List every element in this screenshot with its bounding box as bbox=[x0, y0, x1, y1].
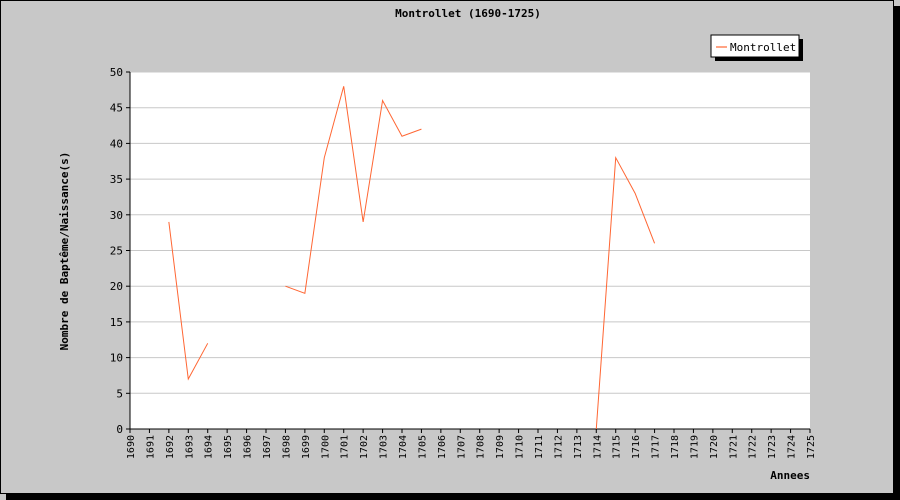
x-tick-label: 1714 bbox=[592, 435, 603, 459]
frame-shadow-bottom bbox=[6, 494, 900, 500]
x-tick-label: 1718 bbox=[670, 435, 681, 459]
y-tick-label: 40 bbox=[110, 137, 123, 150]
x-tick-label: 1708 bbox=[476, 435, 487, 459]
y-tick-label: 15 bbox=[110, 316, 123, 329]
x-tick-label: 1705 bbox=[417, 435, 428, 459]
legend-box bbox=[710, 34, 800, 58]
x-tick-label: 1720 bbox=[709, 435, 720, 459]
x-tick-label: 1696 bbox=[243, 435, 254, 459]
x-tick-label: 1715 bbox=[612, 435, 623, 459]
x-tick-label: 1710 bbox=[515, 435, 526, 459]
x-axis-label: Annees bbox=[770, 469, 810, 482]
x-tick-label: 1712 bbox=[553, 435, 564, 459]
x-tick-label: 1709 bbox=[495, 435, 506, 459]
x-tick-label: 1717 bbox=[651, 435, 662, 459]
frame-shadow-right bbox=[894, 6, 900, 500]
chart-title: Montrollet (1690-1725) bbox=[395, 7, 541, 20]
y-tick-labels: 0 5 10 15 20 25 30 35 40 45 50 bbox=[110, 66, 123, 436]
y-tick-label: 50 bbox=[110, 66, 123, 79]
x-tick-label: 1719 bbox=[689, 435, 700, 459]
x-tick-label: 1725 bbox=[806, 435, 817, 459]
x-tick-label: 1724 bbox=[787, 435, 798, 459]
x-tick-label: 1692 bbox=[165, 435, 176, 459]
x-tick-label: 1706 bbox=[437, 435, 448, 459]
x-tick-labels: 1690 1691 1692 1693 1694 1695 1696 1697 1698 1699… bbox=[126, 435, 817, 459]
x-tick-label: 1702 bbox=[359, 435, 370, 459]
y-tick-label: 5 bbox=[116, 387, 123, 400]
x-tick-label: 1691 bbox=[145, 435, 156, 459]
x-tick-label: 1707 bbox=[456, 435, 467, 459]
axes bbox=[126, 71, 811, 433]
x-tick-label: 1704 bbox=[398, 435, 409, 459]
x-tick-label: 1716 bbox=[631, 435, 642, 459]
grid-lines bbox=[130, 71, 810, 394]
y-tick-label: 10 bbox=[110, 352, 123, 365]
x-tick-label: 1723 bbox=[767, 435, 778, 459]
series-lines bbox=[168, 86, 656, 430]
x-tick-label: 1721 bbox=[728, 435, 739, 459]
x-tick-label: 1703 bbox=[379, 435, 390, 459]
series-line-segment bbox=[285, 86, 422, 295]
legend-label: Montrollet bbox=[730, 41, 796, 54]
legend: Montrollet bbox=[710, 34, 803, 61]
x-tick-label: 1700 bbox=[320, 435, 331, 459]
y-axis-label: Nombre de Baptême/Naissance(s) bbox=[58, 152, 71, 351]
x-tick-label: 1698 bbox=[281, 435, 292, 459]
y-tick-label: 35 bbox=[110, 173, 123, 186]
y-tick-label: 45 bbox=[110, 102, 123, 115]
x-tick-label: 1693 bbox=[184, 435, 195, 459]
x-tick-label: 1711 bbox=[534, 435, 545, 459]
x-tick-label: 1694 bbox=[204, 435, 215, 459]
series-line-segment bbox=[168, 221, 209, 381]
x-tick-label: 1695 bbox=[223, 435, 234, 459]
y-tick-label: 20 bbox=[110, 280, 123, 293]
x-tick-label: 1722 bbox=[748, 435, 759, 459]
x-tick-label: 1690 bbox=[126, 435, 137, 459]
x-tick-label: 1713 bbox=[573, 435, 584, 459]
y-tick-label: 25 bbox=[110, 245, 123, 258]
series-line-segment bbox=[595, 155, 656, 430]
y-tick-label: 0 bbox=[116, 423, 123, 436]
x-tick-label: 1701 bbox=[340, 435, 351, 459]
y-tick-label: 30 bbox=[110, 209, 123, 222]
x-tick-label: 1699 bbox=[301, 435, 312, 459]
x-tick-label: 1697 bbox=[262, 435, 273, 459]
